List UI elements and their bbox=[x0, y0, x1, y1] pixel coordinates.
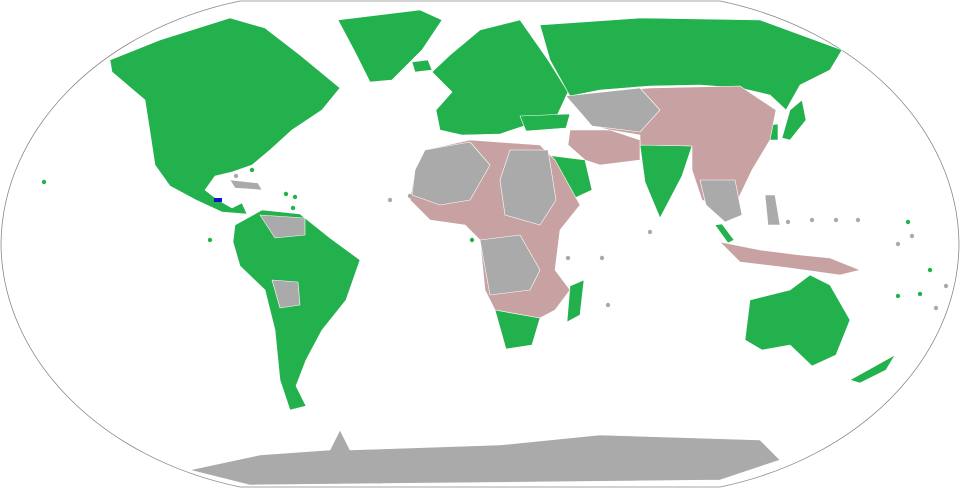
country-iran-region bbox=[567, 129, 641, 166]
island-marker bbox=[283, 191, 289, 197]
island-marker bbox=[407, 193, 413, 199]
country-russia bbox=[539, 17, 843, 111]
country-el-salvador bbox=[214, 198, 222, 202]
country-sudan-region bbox=[499, 149, 557, 226]
country-turkey bbox=[519, 113, 571, 132]
island-marker bbox=[895, 293, 901, 299]
island-marker bbox=[943, 283, 949, 289]
island-marker bbox=[855, 217, 861, 223]
country-malaysia bbox=[714, 223, 735, 244]
island-marker bbox=[895, 241, 901, 247]
country-australia bbox=[744, 274, 851, 367]
country-greenland bbox=[337, 9, 443, 83]
country-north-america bbox=[109, 17, 341, 215]
island-marker bbox=[565, 255, 571, 261]
country-antarctica bbox=[189, 429, 781, 486]
island-marker bbox=[905, 219, 911, 225]
country-indonesia bbox=[719, 241, 861, 276]
island-marker bbox=[233, 173, 239, 179]
island-marker bbox=[41, 179, 47, 185]
region-gray bbox=[189, 87, 781, 486]
island-marker bbox=[647, 229, 653, 235]
island-marker bbox=[207, 237, 213, 243]
island-marker bbox=[605, 302, 611, 308]
country-congo-region bbox=[479, 234, 541, 296]
country-philippines bbox=[764, 194, 781, 226]
island-markers bbox=[41, 167, 949, 311]
country-japan bbox=[781, 99, 807, 141]
island-marker bbox=[292, 194, 298, 200]
country-new-zealand bbox=[849, 354, 896, 384]
island-marker bbox=[909, 233, 915, 239]
country-southeast-asia bbox=[699, 179, 743, 223]
island-marker bbox=[809, 217, 815, 223]
country-iceland bbox=[411, 59, 433, 73]
island-marker bbox=[785, 219, 791, 225]
island-marker bbox=[917, 291, 923, 297]
country-africa-gray-north bbox=[411, 141, 491, 206]
country-madagascar bbox=[566, 279, 585, 323]
country-central-asia bbox=[565, 87, 661, 133]
island-marker bbox=[387, 197, 393, 203]
island-marker bbox=[933, 305, 939, 311]
country-south-america bbox=[232, 209, 361, 411]
island-marker bbox=[290, 205, 296, 211]
island-marker bbox=[249, 167, 255, 173]
country-bolivia bbox=[271, 279, 301, 309]
country-caribbean-cuba bbox=[229, 179, 263, 191]
island-marker bbox=[469, 237, 475, 243]
region-green bbox=[109, 9, 896, 411]
island-marker bbox=[833, 217, 839, 223]
country-venezuela-guyana bbox=[259, 214, 306, 239]
island-marker bbox=[599, 255, 605, 261]
island-marker bbox=[927, 267, 933, 273]
